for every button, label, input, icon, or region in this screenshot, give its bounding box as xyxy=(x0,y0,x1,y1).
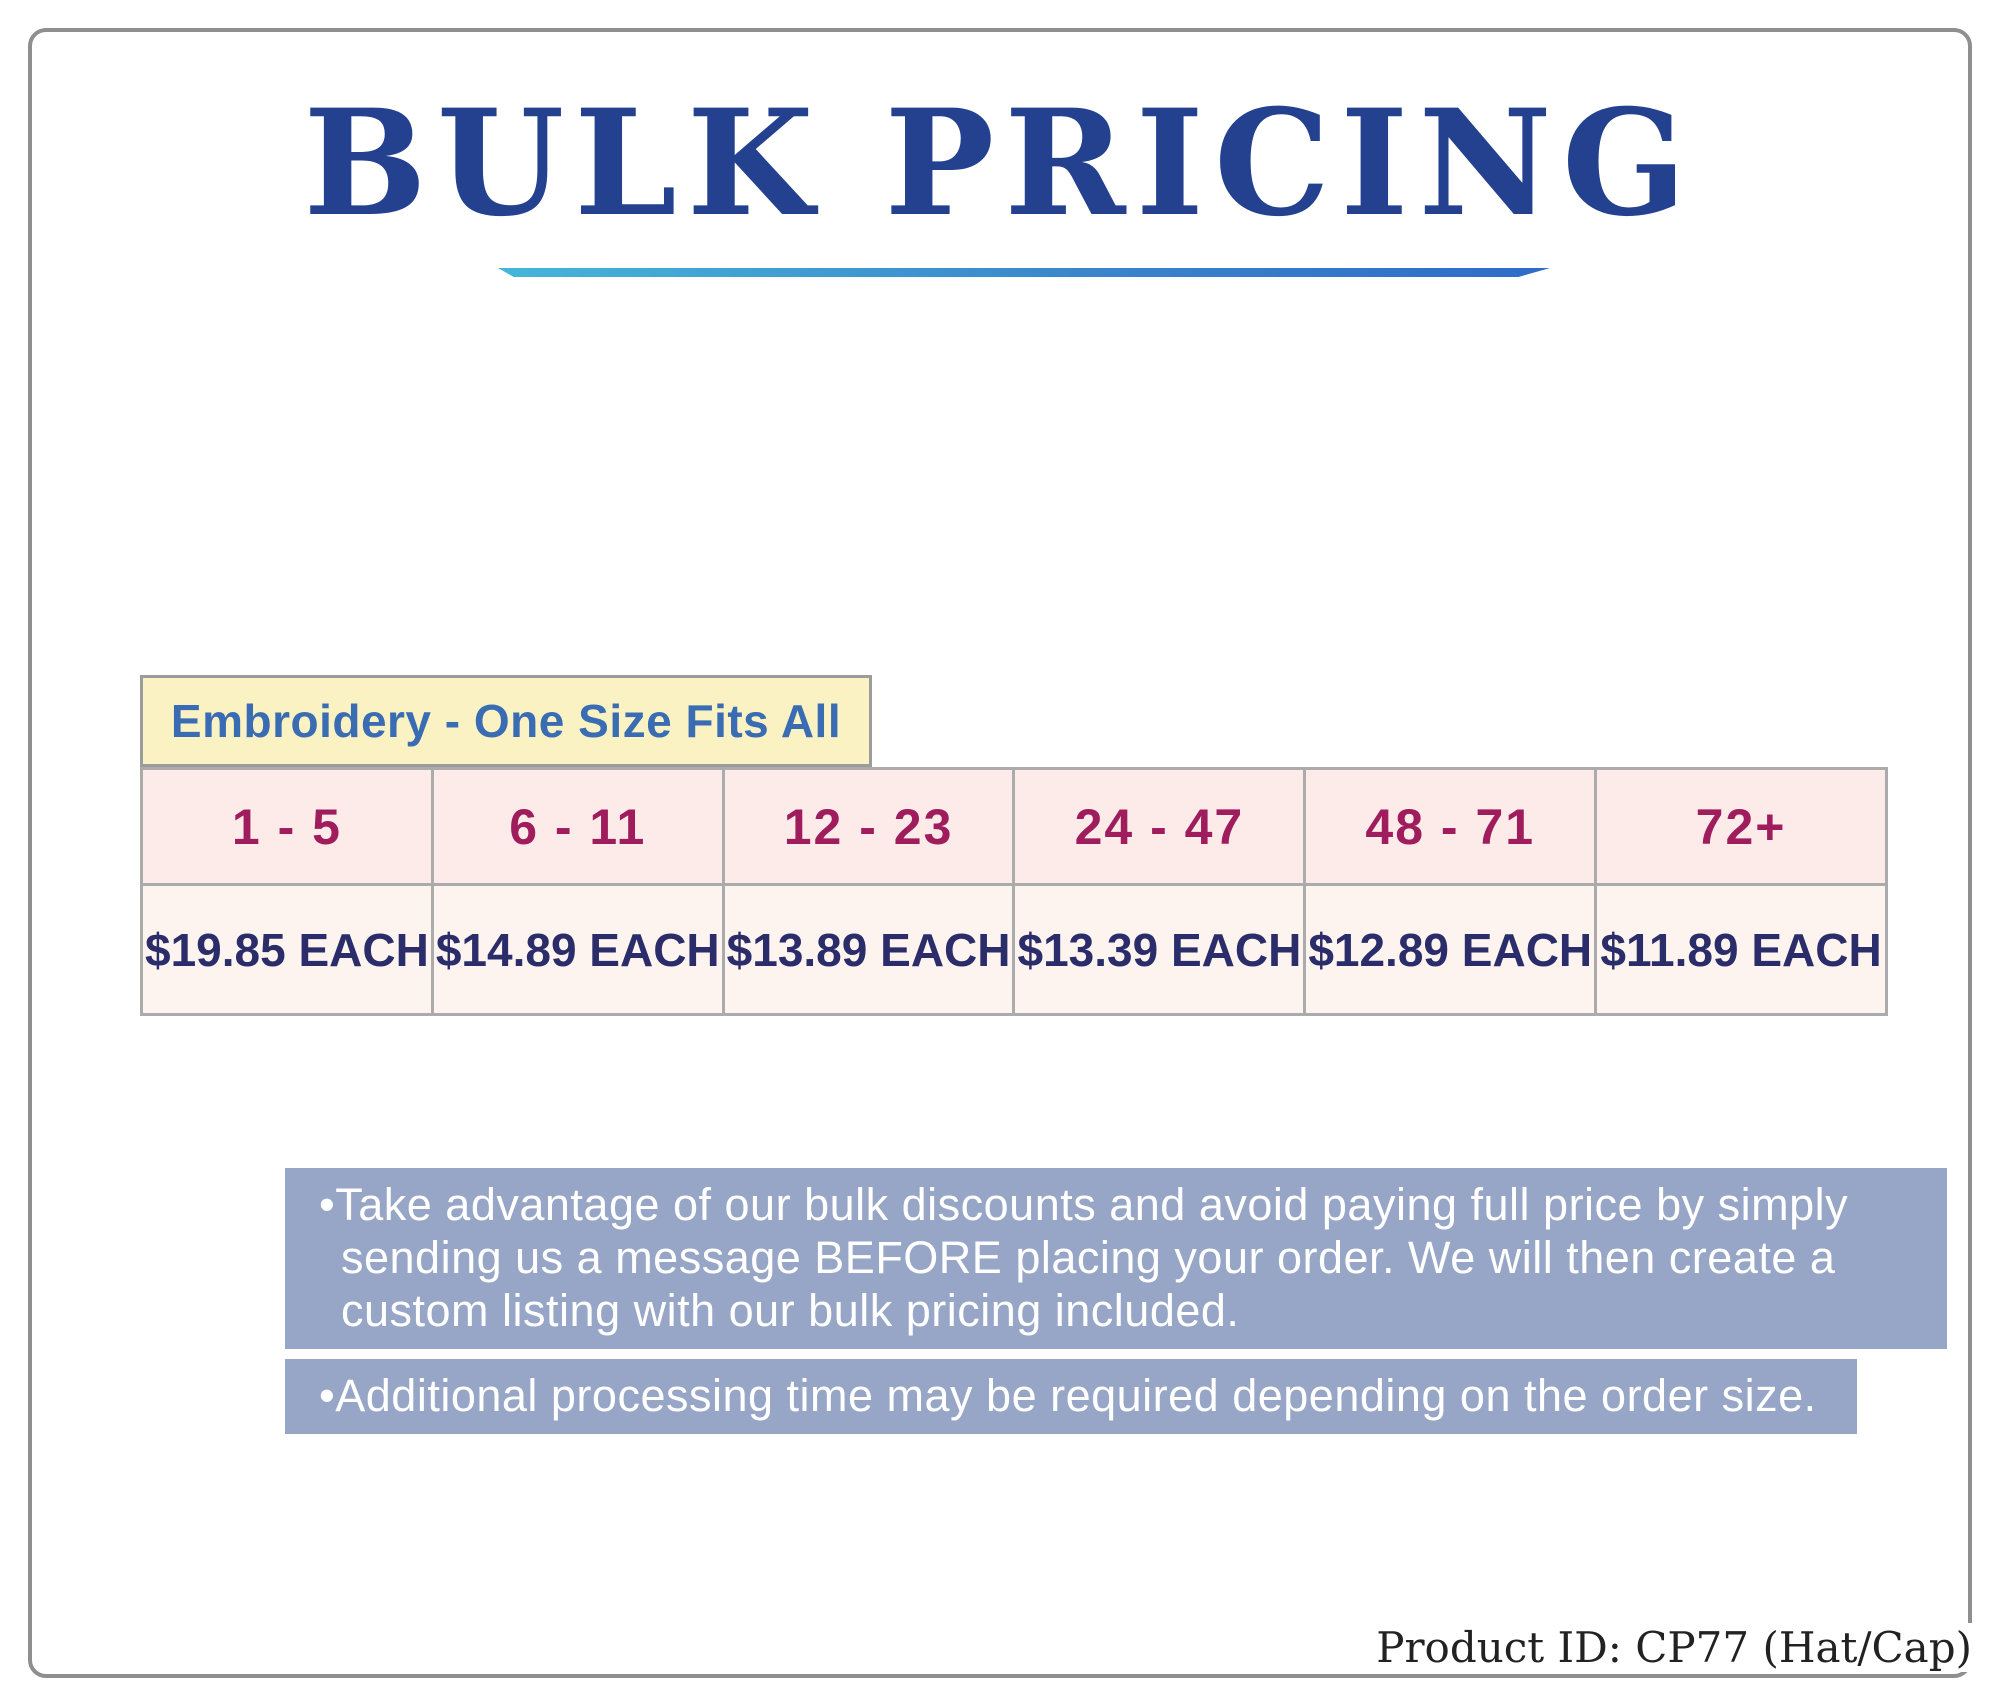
quantity-range-cell: 48 - 71 xyxy=(1303,767,1598,886)
note-bulk-discount: •Take advantage of our bulk discounts an… xyxy=(285,1168,1947,1349)
page-title: BULK PRICING xyxy=(303,78,1697,249)
bulk-pricing-table: 1 - 5 6 - 11 12 - 23 24 - 47 48 - 71 72+… xyxy=(140,767,1888,1016)
unit-price-cell: $19.85 EACH xyxy=(140,883,434,1016)
unit-price-row: $19.85 EACH $14.89 EACH $13.89 EACH $13.… xyxy=(140,883,1888,1016)
unit-price-cell: $13.89 EACH xyxy=(721,883,1016,1016)
title-underline xyxy=(498,268,1550,277)
unit-price-cell: $14.89 EACH xyxy=(430,883,725,1016)
quantity-range-row: 1 - 5 6 - 11 12 - 23 24 - 47 48 - 71 72+ xyxy=(140,767,1888,886)
quantity-range-cell: 72+ xyxy=(1594,767,1888,886)
unit-price-cell: $12.89 EACH xyxy=(1303,883,1598,1016)
unit-price-cell: $13.39 EACH xyxy=(1012,883,1307,1016)
quantity-range-cell: 1 - 5 xyxy=(140,767,434,886)
quantity-range-cell: 6 - 11 xyxy=(430,767,725,886)
product-id-label: Product ID: CP77 (Hat/Cap) xyxy=(1372,1623,1976,1672)
unit-price-cell: $11.89 EACH xyxy=(1594,883,1888,1016)
note-processing-time: •Additional processing time may be requi… xyxy=(285,1359,1857,1434)
quantity-range-cell: 24 - 47 xyxy=(1012,767,1307,886)
pricing-table-header: Embroidery - One Size Fits All xyxy=(140,675,872,767)
notes-section: •Take advantage of our bulk discounts an… xyxy=(285,1168,1947,1434)
quantity-range-cell: 12 - 23 xyxy=(721,767,1016,886)
